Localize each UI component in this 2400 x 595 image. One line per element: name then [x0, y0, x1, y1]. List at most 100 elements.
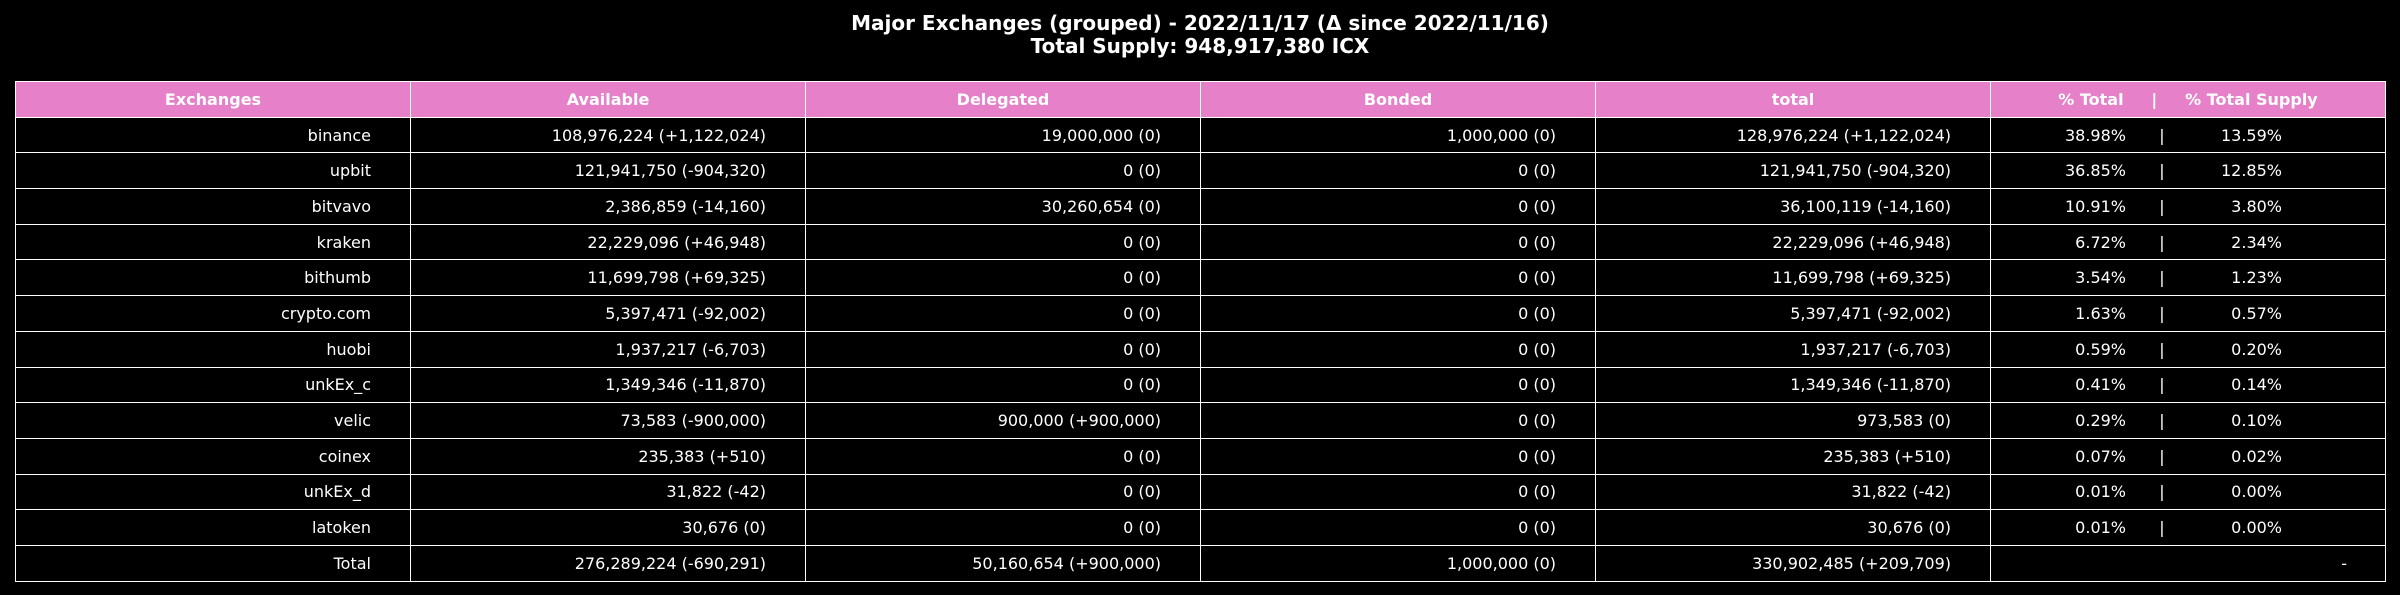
pct-total-value: 6.72% [2075, 232, 2126, 252]
column-header: Delegated [805, 81, 1201, 118]
table-row: Total 276,289,224 (-690,291) 50,160,654 (+… [15, 544, 2386, 582]
cell-percent: 36.85% | 12.85% [1990, 152, 2386, 190]
cell-delegated: 0 (0) [805, 437, 1201, 475]
cell-available: 1,937,217 (-6,703) [410, 330, 806, 368]
cell-percent: 0.29% | 0.10% [1990, 402, 2386, 439]
cell-available: 1,349,346 (-11,870) [410, 366, 806, 404]
cell-percent: 10.91% | 3.80% [1990, 188, 2386, 225]
cell-bonded: 0 (0) [1200, 473, 1596, 511]
cell-available: 22,229,096 (+46,948) [410, 223, 806, 261]
cell-available: 11,699,798 (+69,325) [410, 259, 806, 297]
cell-exchange: huobi [15, 330, 411, 368]
cell-delegated: 0 (0) [805, 366, 1201, 404]
cell-percent: - [1990, 544, 2386, 582]
pct-total-value: 0.41% [2075, 375, 2126, 395]
pct-separator: | [2159, 232, 2165, 252]
pct-total-value: 3.54% [2075, 268, 2126, 288]
table-body: binance 108,976,224 (+1,122,024) 19,000,00… [15, 116, 2386, 582]
cell-total: 973,583 (0) [1595, 402, 1991, 439]
pct-supply-value: 2.34% [2231, 232, 2282, 252]
table-row: latoken 30,676 (0) 0 (0) 0 (0) 30,676 (0) 0.0… [15, 509, 2386, 546]
pct-supply-value: 0.10% [2231, 411, 2282, 431]
table-row: huobi 1,937,217 (-6,703) 0 (0) 0 (0) 1,937,2… [15, 330, 2386, 368]
cell-total: 128,976,224 (+1,122,024) [1595, 116, 1991, 154]
cell-percent: 0.01% | 0.00% [1990, 509, 2386, 546]
cell-exchange: unkEx_c [15, 366, 411, 404]
cell-bonded: 0 (0) [1200, 223, 1596, 261]
pct-total-value: 0.07% [2075, 446, 2126, 466]
cell-bonded: 0 (0) [1200, 330, 1596, 368]
title-line-1: Major Exchanges (grouped) - 2022/11/17 (… [851, 11, 1549, 35]
pct-separator: | [2159, 125, 2165, 145]
cell-total: 1,349,346 (-11,870) [1595, 366, 1991, 404]
cell-available: 121,941,750 (-904,320) [410, 152, 806, 190]
column-header: Exchanges [15, 81, 411, 118]
cell-bonded: 1,000,000 (0) [1200, 544, 1596, 582]
cell-bonded: 0 (0) [1200, 437, 1596, 475]
pct-supply-value: 0.02% [2231, 446, 2282, 466]
pct-total-value: 1.63% [2075, 303, 2126, 323]
cell-total: 22,229,096 (+46,948) [1595, 223, 1991, 261]
cell-percent: 38.98% | 13.59% [1990, 116, 2386, 154]
cell-available: 235,383 (+510) [410, 437, 806, 475]
cell-exchange: latoken [15, 509, 411, 546]
pct-separator: | [2159, 339, 2165, 359]
cell-available: 73,583 (-900,000) [410, 402, 806, 439]
cell-exchange: kraken [15, 223, 411, 261]
table-row: unkEx_c 1,349,346 (-11,870) 0 (0) 0 (0) 1,34… [15, 366, 2386, 404]
table-row: coinex 235,383 (+510) 0 (0) 0 (0) 235,383 (+… [15, 437, 2386, 475]
table-row: crypto.com 5,397,471 (-92,002) 0 (0) 0 (0) 5… [15, 295, 2386, 332]
cell-percent: 1.63% | 0.57% [1990, 295, 2386, 332]
pct-supply-value: 0.00% [2231, 482, 2282, 502]
pct-separator: | [2159, 411, 2165, 431]
cell-bonded: 1,000,000 (0) [1200, 116, 1596, 154]
pct-supply-value: 3.80% [2231, 196, 2282, 216]
cell-exchange: Total [15, 544, 411, 582]
pct-supply-value: 0.00% [2231, 518, 2282, 538]
cell-percent: 3.54% | 1.23% [1990, 259, 2386, 297]
column-header: % Total | % Total Supply [1990, 81, 2386, 118]
cell-total: 5,397,471 (-92,002) [1595, 295, 1991, 332]
pct-separator: | [2159, 196, 2165, 216]
cell-available: 5,397,471 (-92,002) [410, 295, 806, 332]
pct-separator: | [2159, 482, 2165, 502]
cell-available: 276,289,224 (-690,291) [410, 544, 806, 582]
cell-exchange: coinex [15, 437, 411, 475]
cell-exchange: bitvavo [15, 188, 411, 225]
cell-exchange: upbit [15, 152, 411, 190]
cell-delegated: 0 (0) [805, 259, 1201, 297]
column-header: Bonded [1200, 81, 1596, 118]
pct-supply-value: 0.20% [2231, 339, 2282, 359]
cell-bonded: 0 (0) [1200, 295, 1596, 332]
pct-total-value: 10.91% [2064, 196, 2126, 216]
pct-supply-value: 0.14% [2231, 375, 2282, 395]
cell-delegated: 19,000,000 (0) [805, 116, 1201, 154]
table-row: kraken 22,229,096 (+46,948) 0 (0) 0 (0) 22,2… [15, 223, 2386, 261]
table-row: unkEx_d 31,822 (-42) 0 (0) 0 (0) 31,822 (-42… [15, 473, 2386, 511]
pct-separator: | [2159, 303, 2165, 323]
pct-total-value: 36.85% [2064, 161, 2126, 181]
pct-separator: | [2159, 446, 2165, 466]
pct-separator: | [2159, 518, 2165, 538]
cell-delegated: 0 (0) [805, 509, 1201, 546]
cell-percent: 0.41% | 0.14% [1990, 366, 2386, 404]
cell-delegated: 0 (0) [805, 473, 1201, 511]
cell-delegated: 50,160,654 (+900,000) [805, 544, 1201, 582]
cell-available: 2,386,859 (-14,160) [410, 188, 806, 225]
cell-percent: 6.72% | 2.34% [1990, 223, 2386, 261]
cell-total: 31,822 (-42) [1595, 473, 1991, 511]
pct-total-value: 0.59% [2075, 339, 2126, 359]
table-row: velic 73,583 (-900,000) 900,000 (+900,000)… [15, 402, 2386, 439]
pct-total-value: 38.98% [2064, 125, 2126, 145]
cell-delegated: 30,260,654 (0) [805, 188, 1201, 225]
pct-separator: | [2159, 375, 2165, 395]
cell-delegated: 0 (0) [805, 152, 1201, 190]
exchanges-table: Exchanges Available Delegated Bonded total% … [15, 81, 2386, 582]
cell-exchange: crypto.com [15, 295, 411, 332]
pct-supply-value: 13.59% [2220, 125, 2282, 145]
pct-separator: | [2159, 268, 2165, 288]
cell-available: 30,676 (0) [410, 509, 806, 546]
table-row: bithumb 11,699,798 (+69,325) 0 (0) 0 (0) 11,… [15, 259, 2386, 297]
table-row: binance 108,976,224 (+1,122,024) 19,000,00… [15, 116, 2386, 154]
cell-total: 235,383 (+510) [1595, 437, 1991, 475]
